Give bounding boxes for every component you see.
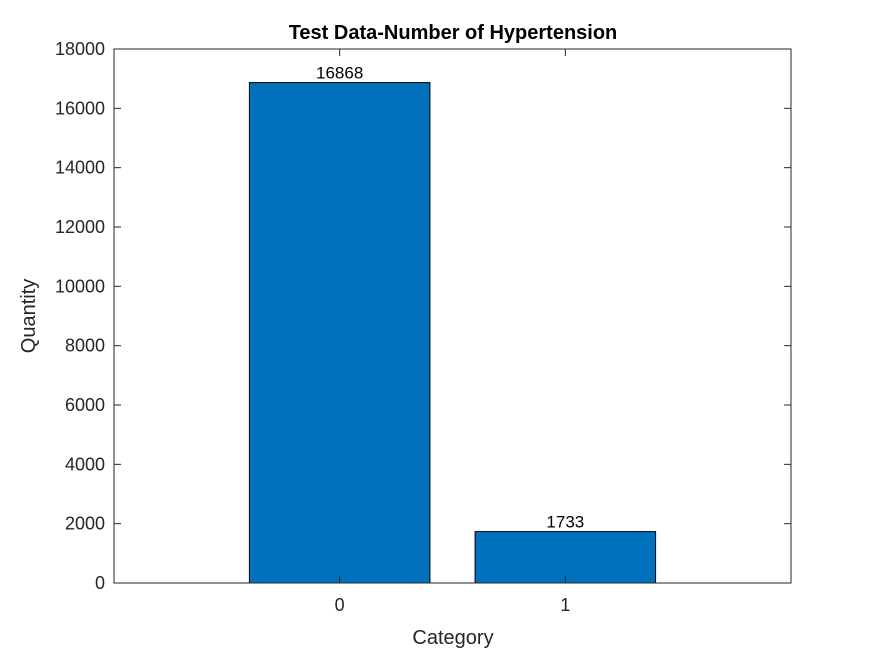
- y-tick-label-2000: 2000: [65, 514, 105, 534]
- bar-0: [248, 82, 431, 584]
- y-tick-label-4000: 4000: [65, 454, 105, 474]
- bar-1: [474, 531, 657, 584]
- data-label-1: 1733: [546, 513, 584, 532]
- y-tick-label-14000: 14000: [55, 158, 105, 178]
- y-tick-label-12000: 12000: [55, 217, 105, 237]
- data-labels: 16868 1733: [316, 64, 584, 532]
- y-tick-label-8000: 8000: [65, 336, 105, 356]
- y-tick-label-6000: 6000: [65, 395, 105, 415]
- bars: [248, 82, 657, 584]
- y-tick-label-0: 0: [95, 573, 105, 593]
- x-tick-label-1: 1: [560, 595, 570, 615]
- x-axis-label: Category: [412, 627, 493, 649]
- plot-area-frame: [113, 48, 792, 584]
- y-tick-label-18000: 18000: [55, 39, 105, 59]
- data-label-0: 16868: [316, 64, 363, 83]
- x-tick-label-0: 0: [335, 595, 345, 615]
- y-tick-label-16000: 16000: [55, 98, 105, 118]
- y-tick-label-10000: 10000: [55, 276, 105, 296]
- y-axis-label: Quantity: [18, 279, 40, 353]
- chart-title: Test Data-Number of Hypertension: [289, 22, 618, 44]
- y-axis-ticks: 0 2000 4000 6000 8000 10000 12000 14000 16000 180…: [55, 39, 791, 593]
